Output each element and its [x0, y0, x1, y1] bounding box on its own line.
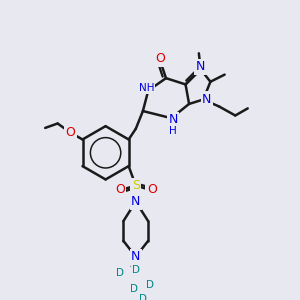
Text: N: N	[168, 113, 178, 126]
Text: N: N	[202, 93, 212, 106]
Text: N: N	[196, 60, 205, 73]
Text: D: D	[132, 265, 140, 275]
Text: D: D	[139, 294, 147, 300]
Text: S: S	[132, 179, 140, 192]
Text: D: D	[130, 284, 138, 294]
Text: D: D	[116, 268, 124, 278]
Text: N: N	[131, 250, 140, 263]
Text: O: O	[147, 183, 157, 196]
Text: O: O	[156, 52, 166, 65]
Text: D: D	[146, 280, 154, 290]
Text: N: N	[131, 195, 140, 208]
Text: H: H	[169, 126, 177, 136]
Text: O: O	[65, 126, 75, 139]
Text: NH: NH	[139, 83, 154, 93]
Text: O: O	[115, 183, 125, 196]
